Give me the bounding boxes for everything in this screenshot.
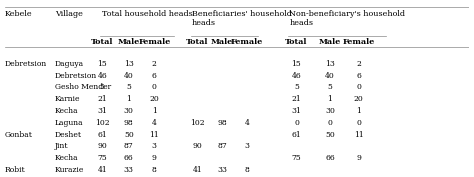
- Text: 6: 6: [152, 72, 157, 80]
- Text: Jint: Jint: [55, 142, 68, 150]
- Text: Gonbat: Gonbat: [5, 131, 33, 139]
- Text: 31: 31: [292, 107, 301, 115]
- Text: 6: 6: [356, 72, 361, 80]
- Text: Debretsion: Debretsion: [55, 72, 97, 80]
- Text: Total: Total: [91, 38, 113, 46]
- Text: 3: 3: [152, 142, 157, 150]
- Text: 2: 2: [356, 60, 361, 68]
- Text: 41: 41: [192, 166, 202, 174]
- Text: Deshet: Deshet: [55, 131, 82, 139]
- Text: 61: 61: [98, 131, 107, 139]
- Text: 0: 0: [328, 119, 332, 127]
- Text: 1: 1: [152, 107, 157, 115]
- Text: 87: 87: [217, 142, 227, 150]
- Text: 11: 11: [354, 131, 364, 139]
- Text: 4: 4: [152, 119, 157, 127]
- Text: 33: 33: [217, 166, 227, 174]
- Text: 21: 21: [98, 95, 107, 103]
- Text: 30: 30: [325, 107, 335, 115]
- Text: 30: 30: [124, 107, 134, 115]
- Text: Kecha: Kecha: [55, 154, 79, 162]
- Text: 13: 13: [124, 60, 134, 68]
- Text: Non-beneficiary's household
heads: Non-beneficiary's household heads: [290, 10, 405, 27]
- Text: 0: 0: [152, 84, 157, 92]
- Text: 0: 0: [356, 84, 361, 92]
- Text: 3: 3: [245, 142, 250, 150]
- Text: 5: 5: [328, 84, 332, 92]
- Text: 75: 75: [98, 154, 107, 162]
- Text: 1: 1: [127, 95, 131, 103]
- Text: 9: 9: [356, 154, 361, 162]
- Text: 2: 2: [152, 60, 157, 68]
- Text: 20: 20: [149, 95, 159, 103]
- Text: Laguna: Laguna: [55, 119, 83, 127]
- Text: 41: 41: [98, 166, 107, 174]
- Text: 4: 4: [245, 119, 250, 127]
- Text: 11: 11: [149, 131, 159, 139]
- Text: 98: 98: [217, 119, 227, 127]
- Text: Debretsion: Debretsion: [5, 60, 47, 68]
- Text: 61: 61: [292, 131, 301, 139]
- Text: Robit: Robit: [5, 166, 26, 174]
- Text: 15: 15: [292, 60, 301, 68]
- Text: Male: Male: [319, 38, 341, 46]
- Text: 20: 20: [354, 95, 364, 103]
- Text: 0: 0: [294, 119, 299, 127]
- Text: Daguya: Daguya: [55, 60, 84, 68]
- Text: 5: 5: [100, 84, 105, 92]
- Text: 87: 87: [124, 142, 134, 150]
- Text: 40: 40: [325, 72, 335, 80]
- Text: 50: 50: [124, 131, 134, 139]
- Text: 46: 46: [98, 72, 107, 80]
- Text: Male: Male: [118, 38, 140, 46]
- Text: 66: 66: [124, 154, 134, 162]
- Text: Village: Village: [55, 10, 83, 18]
- Text: Gesho Mender: Gesho Mender: [55, 84, 111, 92]
- Text: Total: Total: [186, 38, 209, 46]
- Text: Kebele: Kebele: [5, 10, 32, 18]
- Text: 21: 21: [292, 95, 301, 103]
- Text: 31: 31: [97, 107, 107, 115]
- Text: Female: Female: [138, 38, 171, 46]
- Text: Beneficiaries' household
heads: Beneficiaries' household heads: [192, 10, 292, 27]
- Text: 33: 33: [124, 166, 134, 174]
- Text: 5: 5: [127, 84, 131, 92]
- Text: 50: 50: [325, 131, 335, 139]
- Text: 13: 13: [325, 60, 335, 68]
- Text: 75: 75: [292, 154, 301, 162]
- Text: Kurazie: Kurazie: [55, 166, 84, 174]
- Text: 9: 9: [152, 154, 157, 162]
- Text: Karnie: Karnie: [55, 95, 81, 103]
- Text: 1: 1: [356, 107, 361, 115]
- Text: 5: 5: [294, 84, 299, 92]
- Text: 98: 98: [124, 119, 134, 127]
- Text: 66: 66: [325, 154, 335, 162]
- Text: Female: Female: [231, 38, 264, 46]
- Text: Total: Total: [285, 38, 308, 46]
- Text: 0: 0: [356, 119, 361, 127]
- Text: 102: 102: [95, 119, 109, 127]
- Text: 8: 8: [245, 166, 250, 174]
- Text: 90: 90: [98, 142, 107, 150]
- Text: Male: Male: [211, 38, 233, 46]
- Text: 40: 40: [124, 72, 134, 80]
- Text: 15: 15: [98, 60, 107, 68]
- Text: 1: 1: [328, 95, 332, 103]
- Text: Total household heads: Total household heads: [102, 10, 193, 18]
- Text: 46: 46: [292, 72, 301, 80]
- Text: Kecha: Kecha: [55, 107, 79, 115]
- Text: 90: 90: [192, 142, 202, 150]
- Text: 8: 8: [152, 166, 157, 174]
- Text: 102: 102: [190, 119, 205, 127]
- Text: Female: Female: [343, 38, 375, 46]
